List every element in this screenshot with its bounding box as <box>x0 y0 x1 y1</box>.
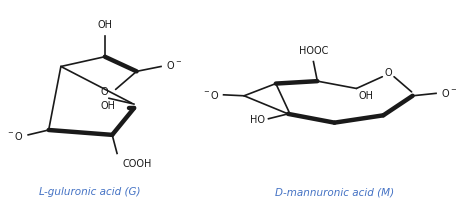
Text: D-mannuronic acid (M): D-mannuronic acid (M) <box>275 187 394 197</box>
Text: COOH: COOH <box>123 159 152 169</box>
Text: O: O <box>100 87 108 97</box>
Text: O$^-$: O$^-$ <box>441 87 457 99</box>
Text: $^-$O: $^-$O <box>6 130 24 142</box>
Text: OH: OH <box>359 91 374 101</box>
Text: HOOC: HOOC <box>299 46 328 56</box>
Text: L-guluronic acid (G): L-guluronic acid (G) <box>39 187 141 197</box>
Text: $^-$O: $^-$O <box>202 89 219 101</box>
Text: OH: OH <box>100 101 116 111</box>
Text: O$^-$: O$^-$ <box>166 59 182 71</box>
Text: HO: HO <box>250 115 264 125</box>
Text: OH: OH <box>97 20 112 30</box>
Text: O: O <box>384 68 392 78</box>
